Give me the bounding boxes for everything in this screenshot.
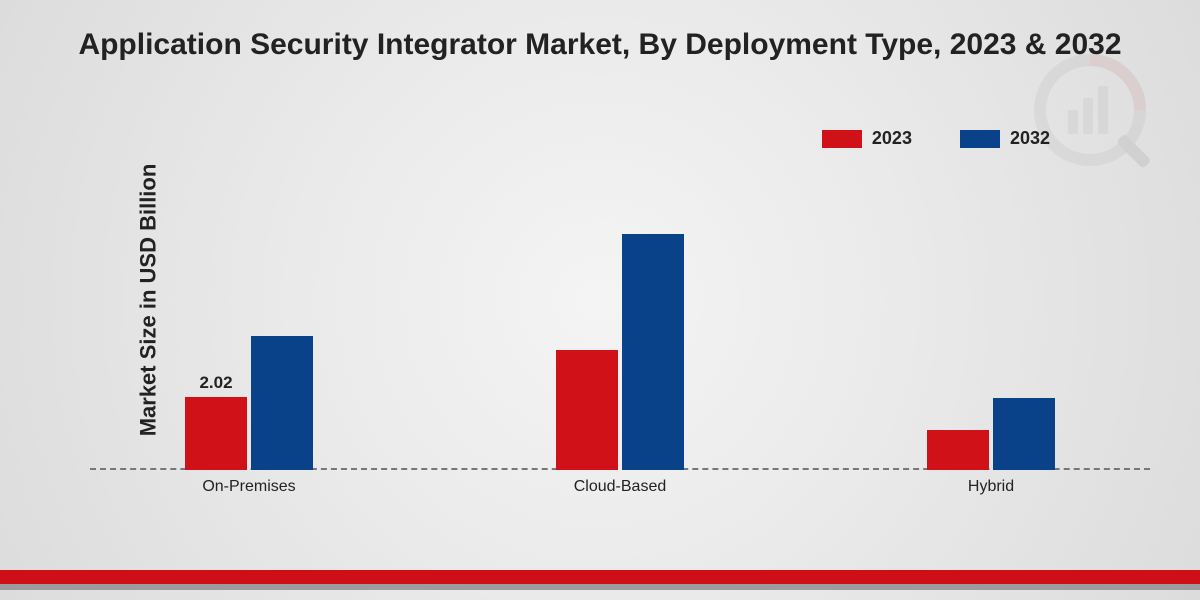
chart-stage: Application Security Integrator Market, … (0, 0, 1200, 600)
category-label: Hybrid (968, 478, 1014, 496)
legend-swatch-2023 (822, 130, 862, 148)
category-label: On-Premises (202, 478, 295, 496)
chart-title: Application Security Integrator Market, … (0, 28, 1200, 62)
bar (622, 234, 684, 470)
watermark-logo (1020, 50, 1160, 190)
bar-value-label: 2.02 (199, 373, 232, 393)
bar (993, 398, 1055, 471)
bar (556, 350, 618, 470)
category-label: Cloud-Based (574, 478, 667, 496)
footer-strip (0, 570, 1200, 590)
legend-swatch-2032 (960, 130, 1000, 148)
bar (251, 336, 313, 470)
legend-label-2023: 2023 (872, 128, 912, 149)
legend: 2023 2032 (822, 128, 1050, 149)
bar (927, 430, 989, 470)
footer-red-bar (0, 570, 1200, 584)
legend-label-2032: 2032 (1010, 128, 1050, 149)
footer-gray-bar (0, 584, 1200, 590)
bar (185, 397, 247, 470)
legend-item-2032: 2032 (960, 128, 1050, 149)
x-axis-baseline (90, 468, 1150, 470)
plot-area: 2.02 (90, 180, 1150, 470)
legend-item-2023: 2023 (822, 128, 912, 149)
category-labels-row: On-Premises Cloud-Based Hybrid (90, 472, 1150, 502)
